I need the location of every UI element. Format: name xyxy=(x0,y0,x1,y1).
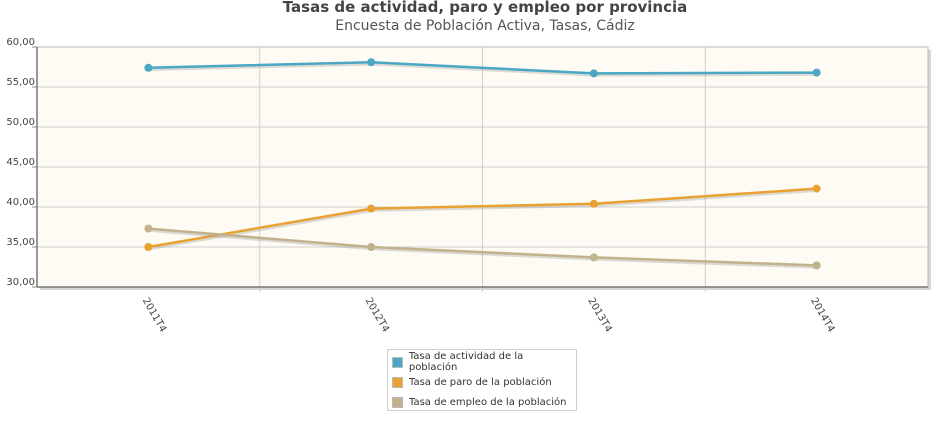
y-tick-label: 30,00 xyxy=(6,277,35,288)
data-point xyxy=(367,58,376,67)
y-tick-label: 50,00 xyxy=(6,117,35,128)
x-tick-label: 2011T4 xyxy=(140,296,168,334)
data-point xyxy=(812,68,821,77)
data-point xyxy=(589,69,598,78)
data-point xyxy=(367,243,376,251)
y-tick-label: 45,00 xyxy=(6,157,35,168)
chart-subtitle: Encuesta de Población Activa, Tasas, Cád… xyxy=(335,18,635,34)
legend-label-paro: Tasa de paro de la población xyxy=(409,376,552,388)
series-line-shadow xyxy=(149,62,818,77)
x-tick-label: 2014T4 xyxy=(808,296,836,334)
legend-swatch-actividad xyxy=(392,356,403,368)
chart-legend: Tasa de actividad de la población Tasa d… xyxy=(387,349,577,411)
y-tick-label: 40,00 xyxy=(6,197,35,208)
data-point xyxy=(812,261,821,270)
legend-item-actividad: Tasa de actividad de la población xyxy=(392,351,572,373)
series-line-shadow xyxy=(149,229,818,269)
y-tick-label: 60,00 xyxy=(6,37,35,48)
x-tick-label: 2013T4 xyxy=(585,296,613,334)
legend-swatch-empleo xyxy=(392,396,403,408)
y-tick-label: 35,00 xyxy=(6,237,35,248)
x-tick-label: 2012T4 xyxy=(363,296,391,334)
series-line xyxy=(148,60,817,75)
legend-swatch-paro xyxy=(392,376,403,388)
legend-label-actividad: Tasa de actividad de la población xyxy=(408,351,524,373)
data-point xyxy=(144,63,153,72)
series-line xyxy=(148,227,817,267)
chart-title: Tasas de actividad, paro y empleo por pr… xyxy=(282,0,688,16)
series-line-shadow xyxy=(149,189,818,251)
legend-item-empleo: Tasa de empleo de la población xyxy=(392,392,572,412)
legend-label-empleo: Tasa de empleo de la población xyxy=(409,396,567,408)
series-line xyxy=(148,187,817,249)
data-point xyxy=(144,243,153,251)
data-point xyxy=(812,184,821,193)
data-point xyxy=(367,204,376,213)
data-point xyxy=(144,224,153,233)
data-point xyxy=(589,199,598,208)
legend-item-paro: Tasa de paro de la población xyxy=(392,372,572,392)
y-tick-label: 55,00 xyxy=(6,77,35,88)
data-point xyxy=(589,253,598,262)
